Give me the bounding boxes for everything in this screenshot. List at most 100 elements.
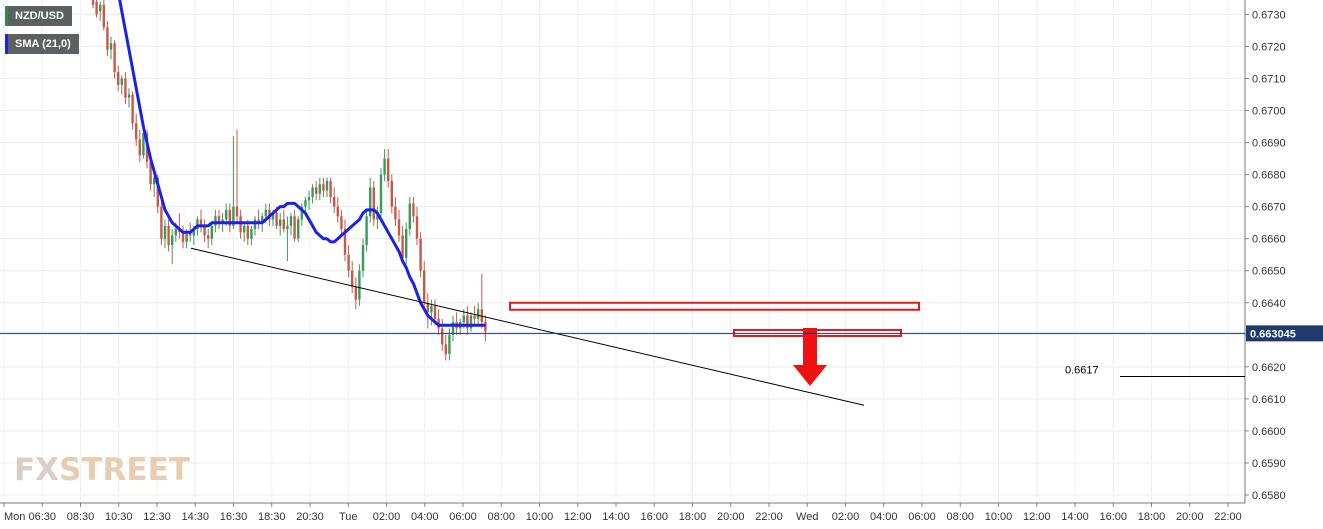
- candle-body[interactable]: [376, 213, 379, 220]
- candle-body[interactable]: [109, 43, 113, 50]
- candle-body[interactable]: [286, 225, 289, 230]
- candle-body[interactable]: [282, 219, 285, 230]
- candle-body[interactable]: [196, 219, 199, 230]
- candle-body[interactable]: [448, 334, 451, 355]
- candle-body[interactable]: [185, 232, 188, 242]
- candle-body[interactable]: [340, 216, 343, 230]
- candle-body[interactable]: [261, 216, 264, 223]
- candle-body[interactable]: [171, 235, 174, 246]
- candle-body[interactable]: [361, 245, 365, 271]
- candle-body[interactable]: [444, 344, 447, 355]
- candle-body[interactable]: [343, 229, 347, 255]
- candle-body[interactable]: [113, 43, 116, 73]
- candle-body[interactable]: [358, 270, 361, 300]
- candle-body[interactable]: [473, 315, 476, 319]
- candle-body[interactable]: [347, 254, 350, 271]
- candle-body[interactable]: [117, 72, 120, 85]
- candle-body[interactable]: [322, 184, 325, 191]
- candle-body[interactable]: [426, 302, 429, 313]
- candle-body[interactable]: [167, 225, 170, 246]
- candle-body[interactable]: [279, 219, 282, 226]
- candle-body[interactable]: [423, 270, 426, 303]
- candle-body[interactable]: [415, 216, 419, 239]
- candle-body[interactable]: [207, 235, 210, 239]
- candle-body[interactable]: [192, 229, 195, 236]
- candle-body[interactable]: [333, 197, 336, 207]
- candle-body[interactable]: [91, 0, 95, 5]
- candle-body[interactable]: [293, 216, 296, 239]
- candle-body[interactable]: [412, 203, 415, 217]
- candle-body[interactable]: [203, 225, 206, 236]
- legend-pair-tag[interactable]: NZD/USD: [5, 6, 72, 26]
- candle-body[interactable]: [127, 94, 131, 98]
- candle-body[interactable]: [250, 229, 253, 239]
- candle-body[interactable]: [401, 235, 404, 258]
- candle-body[interactable]: [95, 1, 98, 15]
- resistance-zone[interactable]: [509, 301, 920, 311]
- candle-body[interactable]: [221, 219, 224, 223]
- candle-body[interactable]: [142, 132, 145, 156]
- candle-body[interactable]: [243, 225, 246, 233]
- candle-body[interactable]: [441, 328, 444, 345]
- candle-body[interactable]: [315, 187, 318, 194]
- candle-body[interactable]: [300, 206, 303, 220]
- candle-body[interactable]: [462, 315, 465, 322]
- candle-body[interactable]: [275, 213, 278, 226]
- candle-body[interactable]: [106, 27, 109, 50]
- candle-body[interactable]: [163, 225, 167, 239]
- candle-body[interactable]: [394, 206, 397, 220]
- candle-body[interactable]: [271, 213, 275, 220]
- candle-body[interactable]: [336, 206, 339, 217]
- candle-body[interactable]: [232, 206, 235, 226]
- candle-body[interactable]: [318, 184, 321, 194]
- candle-body[interactable]: [138, 139, 141, 156]
- candle-body[interactable]: [369, 187, 372, 217]
- candle-body[interactable]: [408, 203, 411, 230]
- candle-body[interactable]: [397, 219, 401, 236]
- candle-body[interactable]: [451, 321, 455, 335]
- candle-body[interactable]: [156, 177, 159, 207]
- candle-body[interactable]: [289, 216, 293, 226]
- trendline[interactable]: [190, 247, 865, 406]
- candle-body[interactable]: [466, 315, 469, 329]
- candle-body[interactable]: [311, 187, 314, 198]
- candle-body[interactable]: [354, 286, 357, 300]
- candle-body[interactable]: [253, 219, 257, 230]
- candle-body[interactable]: [264, 209, 267, 217]
- legend-sma-tag[interactable]: SMA (21,0): [5, 34, 79, 54]
- sma-line[interactable]: [93, 0, 486, 327]
- candle-body[interactable]: [131, 94, 134, 124]
- candle-body[interactable]: [379, 174, 383, 214]
- candle-body[interactable]: [228, 209, 231, 226]
- candle-body[interactable]: [325, 181, 329, 191]
- candle-body[interactable]: [246, 225, 249, 239]
- candle-body[interactable]: [351, 270, 354, 287]
- candle-body[interactable]: [307, 197, 311, 201]
- candle-body[interactable]: [480, 309, 483, 322]
- candle-body[interactable]: [124, 78, 127, 98]
- candle-body[interactable]: [149, 161, 152, 185]
- candle-body[interactable]: [477, 309, 480, 319]
- candle-body[interactable]: [181, 232, 185, 242]
- candle-body[interactable]: [210, 225, 213, 239]
- candle-body[interactable]: [405, 229, 408, 258]
- candle-body[interactable]: [160, 206, 163, 239]
- candle-body[interactable]: [225, 209, 228, 220]
- candle-body[interactable]: [120, 78, 123, 85]
- candle-body[interactable]: [174, 229, 177, 236]
- candle-body[interactable]: [383, 158, 386, 175]
- candle-body[interactable]: [235, 206, 239, 217]
- candle-body[interactable]: [239, 216, 242, 233]
- candle-body[interactable]: [217, 216, 221, 223]
- candle-body[interactable]: [153, 177, 156, 185]
- candle-body[interactable]: [102, 4, 105, 28]
- candle-body[interactable]: [430, 305, 433, 313]
- candle-body[interactable]: [387, 158, 390, 182]
- candle-body[interactable]: [419, 238, 422, 271]
- candle-body[interactable]: [469, 315, 473, 329]
- candle-body[interactable]: [390, 181, 393, 207]
- candle-body[interactable]: [189, 232, 192, 236]
- candle-body[interactable]: [372, 187, 375, 220]
- candle-body[interactable]: [214, 216, 217, 226]
